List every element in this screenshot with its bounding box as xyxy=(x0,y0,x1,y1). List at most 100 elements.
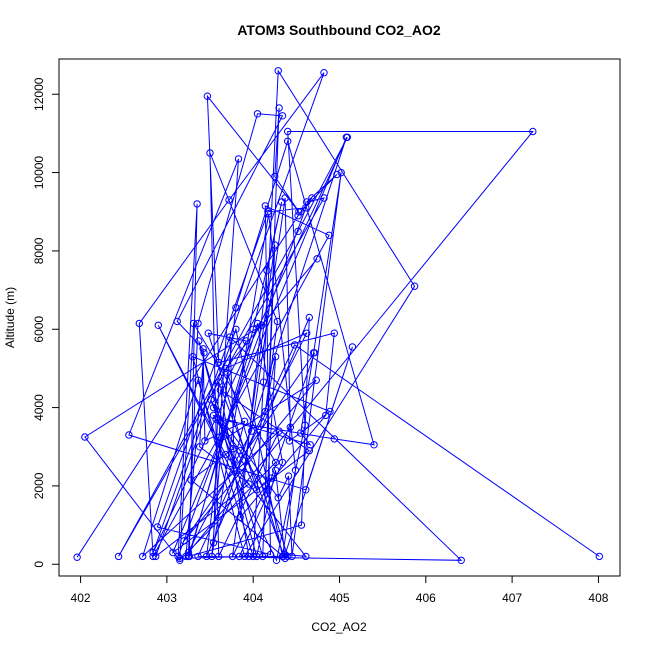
data-point xyxy=(303,198,311,206)
data-point xyxy=(200,349,208,357)
data-point xyxy=(330,435,338,443)
data-point xyxy=(297,521,306,529)
x-tick-label: 403 xyxy=(157,591,177,605)
x-tick-label: 406 xyxy=(416,591,436,605)
data-point xyxy=(174,552,182,561)
data-point xyxy=(275,104,283,112)
data-point xyxy=(215,439,223,447)
y-tick-label: 4000 xyxy=(32,394,46,421)
series-line xyxy=(76,69,600,562)
y-tick-label: 6000 xyxy=(32,316,46,343)
data-point xyxy=(271,353,280,361)
data-point xyxy=(279,552,288,561)
data-point xyxy=(149,548,157,557)
data-point xyxy=(221,364,230,373)
data-point xyxy=(286,423,294,431)
data-point xyxy=(261,202,269,210)
y-tick-label: 12000 xyxy=(32,77,46,111)
data-point xyxy=(232,304,240,312)
data-point xyxy=(265,210,273,218)
data-point xyxy=(184,548,193,557)
data-point xyxy=(302,552,310,561)
y-tick-label: 2000 xyxy=(32,472,46,499)
x-tick-label: 405 xyxy=(329,591,349,605)
data-point xyxy=(240,552,249,561)
data-point xyxy=(271,458,280,467)
data-point xyxy=(263,266,271,275)
data-point xyxy=(529,127,537,136)
data-point xyxy=(242,337,251,345)
x-tick-label: 408 xyxy=(588,591,608,605)
data-point xyxy=(348,343,357,351)
data-point xyxy=(202,552,211,561)
data-point xyxy=(301,421,309,429)
y-tick-label: 8000 xyxy=(32,237,46,264)
data-point xyxy=(208,552,216,561)
y-tick-label: 0 xyxy=(32,561,46,568)
y-axis: 0 2000 4000 6000 8000 10000 12000 xyxy=(32,77,60,568)
data-point xyxy=(194,376,202,384)
data-point xyxy=(247,427,256,435)
data-point xyxy=(308,194,316,202)
data-point xyxy=(194,319,202,328)
data-point xyxy=(209,539,218,547)
data-point xyxy=(236,447,244,455)
data-point xyxy=(273,317,282,326)
data-point xyxy=(215,378,223,386)
data-point xyxy=(195,337,203,345)
data-point xyxy=(266,550,275,559)
x-tick-label: 402 xyxy=(71,591,91,605)
data-point xyxy=(272,556,281,564)
data-point xyxy=(290,341,299,349)
data-point xyxy=(261,482,269,490)
data-point xyxy=(303,329,311,337)
data-point xyxy=(223,368,232,376)
data-point xyxy=(297,429,305,437)
data-point xyxy=(333,170,341,179)
data-point xyxy=(201,437,209,445)
data-point xyxy=(342,133,351,142)
data-point xyxy=(261,407,269,416)
data-point xyxy=(284,127,292,136)
data-point xyxy=(209,403,218,412)
data-point xyxy=(149,552,157,561)
data-point xyxy=(259,378,268,386)
data-point xyxy=(457,556,465,564)
data-point xyxy=(199,345,207,353)
data-point xyxy=(234,155,243,163)
data-point xyxy=(139,552,147,561)
data-point xyxy=(275,427,283,435)
data-point xyxy=(281,554,289,563)
data-point xyxy=(258,321,266,329)
data-point xyxy=(73,553,81,561)
data-point xyxy=(176,554,184,563)
data-point xyxy=(212,415,220,423)
data-point xyxy=(230,456,238,465)
data-point xyxy=(204,329,213,337)
data-point xyxy=(253,110,262,118)
y-axis-label: Altitude (m) xyxy=(3,287,17,348)
data-point xyxy=(215,358,223,367)
data-point xyxy=(245,552,253,561)
data-point xyxy=(187,476,195,484)
data-point xyxy=(305,313,313,322)
data-point xyxy=(225,196,233,204)
data-point xyxy=(312,376,320,384)
data-point xyxy=(267,474,275,482)
data-point xyxy=(226,333,234,341)
data-point xyxy=(216,386,225,394)
data-point xyxy=(193,200,201,208)
data-point xyxy=(325,231,333,240)
data-point xyxy=(281,550,289,559)
data-point xyxy=(236,513,244,521)
data-point xyxy=(249,552,257,561)
data-point xyxy=(114,552,123,561)
data-point xyxy=(169,548,177,557)
data-point xyxy=(173,317,181,326)
data-point xyxy=(189,353,197,361)
data-point xyxy=(196,443,204,451)
data-point xyxy=(294,227,302,236)
data-point xyxy=(135,319,144,328)
data-point xyxy=(278,112,287,120)
